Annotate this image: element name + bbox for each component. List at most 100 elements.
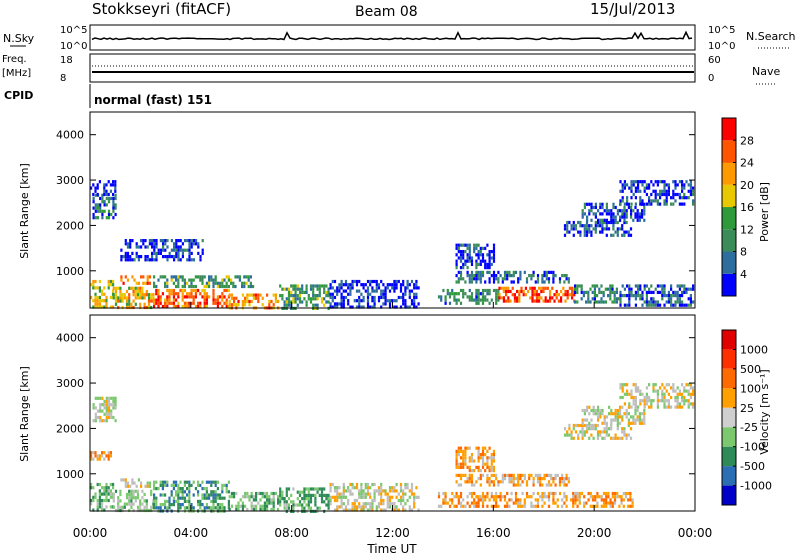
heatmap-cell <box>502 299 505 303</box>
heatmap-cell <box>201 496 204 500</box>
heatmap-cell <box>177 245 180 249</box>
heatmap-cell <box>512 501 515 505</box>
heatmap-cell <box>388 283 392 287</box>
heatmap-cell <box>98 286 101 290</box>
heatmap-cell <box>541 274 544 278</box>
heatmap-cell <box>621 186 624 190</box>
heatmap-cell <box>643 180 646 184</box>
heatmap-cell <box>561 274 564 278</box>
heatmap-cell <box>603 418 606 422</box>
heatmap-cell <box>522 293 525 297</box>
heatmap-cell <box>351 286 354 290</box>
heatmap-cell <box>659 290 662 294</box>
heatmap-cell <box>210 499 213 503</box>
heatmap-cell <box>634 215 637 219</box>
heatmap-cell <box>667 405 670 409</box>
heatmap-cell <box>323 297 326 301</box>
heatmap-cell <box>336 498 339 503</box>
heatmap-cell <box>692 392 695 396</box>
heatmap-cell <box>541 504 544 508</box>
heatmap-cell <box>373 302 376 306</box>
heatmap-cell <box>137 478 140 482</box>
heatmap-cell <box>495 301 498 305</box>
heatmap-cell <box>634 386 637 390</box>
heatmap-cell <box>327 493 330 497</box>
heatmap-cell <box>360 299 363 303</box>
time-x-axis: 00:00 04:00 08:00 12:00 16:00 20:00 00:00 <box>73 302 712 540</box>
heatmap-cell <box>402 505 405 509</box>
heatmap-cell <box>146 481 149 485</box>
heatmap-cell <box>285 303 288 307</box>
heatmap-cell <box>547 270 551 274</box>
heatmap-cell <box>364 482 367 487</box>
heatmap-cell <box>609 290 612 294</box>
heatmap-cell <box>514 495 518 499</box>
heatmap-cell <box>109 451 112 455</box>
heatmap-cell <box>519 504 522 508</box>
heatmap-cell <box>150 492 153 497</box>
heatmap-cell <box>648 399 651 403</box>
heatmap-cell <box>208 281 211 285</box>
heatmap-cell <box>373 495 376 499</box>
heatmap-cell <box>488 253 491 257</box>
heatmap-cell <box>105 419 108 423</box>
heatmap-cell <box>415 283 418 287</box>
heatmap-cell <box>634 196 637 200</box>
heatmap-cell <box>294 294 297 298</box>
heatmap-cell <box>241 507 244 512</box>
heatmap-cell <box>681 202 684 206</box>
heatmap-cell <box>349 286 352 290</box>
heatmap-cell <box>98 299 101 303</box>
heatmap-cell <box>94 454 97 458</box>
heatmap-cell <box>347 302 350 306</box>
heatmap-cell <box>473 459 476 463</box>
heatmap-cell <box>594 427 597 431</box>
heatmap-cell <box>369 292 372 296</box>
heatmap-cell <box>518 293 521 297</box>
heatmap-cell <box>599 220 602 225</box>
heatmap-cell <box>462 243 465 247</box>
heatmap-cell <box>212 493 215 497</box>
heatmap-cell <box>468 259 471 263</box>
heatmap-cell <box>503 277 507 281</box>
heatmap-cell <box>484 259 487 263</box>
heatmap-cell <box>124 242 127 246</box>
heatmap-cell <box>556 473 559 477</box>
heatmap-cell <box>172 496 175 500</box>
heatmap-cell <box>101 502 104 506</box>
heatmap-cell <box>340 299 343 303</box>
heatmap-cell <box>183 304 186 309</box>
heatmap-cell <box>643 300 646 304</box>
heatmap-cell <box>652 300 655 304</box>
heatmap-cell <box>532 491 535 496</box>
heatmap-cell <box>145 505 148 509</box>
heatmap-cell <box>459 253 463 257</box>
heatmap-cell <box>314 297 317 301</box>
heatmap-cell <box>576 300 579 304</box>
heatmap-cell <box>186 239 189 243</box>
heatmap-cell <box>132 492 135 497</box>
heatmap-cell <box>305 287 308 291</box>
heatmap-cell <box>448 295 452 299</box>
heatmap-cell <box>475 288 478 293</box>
heatmap-cell <box>333 279 337 284</box>
heatmap-cell <box>661 180 664 184</box>
heatmap-cell <box>101 419 104 423</box>
heatmap-cell <box>140 275 143 279</box>
heatmap-cell <box>609 498 612 502</box>
heatmap-cell <box>210 480 213 484</box>
heatmap-cell <box>545 274 548 278</box>
heatmap-cell <box>672 192 675 197</box>
heatmap-cell <box>601 224 604 228</box>
heatmap-cell <box>665 192 668 197</box>
heatmap-cell <box>616 495 619 499</box>
heatmap-cell <box>486 449 489 453</box>
heatmap-cell <box>689 186 692 190</box>
heatmap-cell <box>325 300 328 304</box>
heatmap-cell <box>683 202 686 206</box>
heatmap-cell <box>294 297 297 301</box>
heatmap-cell <box>645 186 648 190</box>
heatmap-cell <box>475 246 478 250</box>
heatmap-cell <box>402 292 405 296</box>
heatmap-cell <box>212 284 215 289</box>
